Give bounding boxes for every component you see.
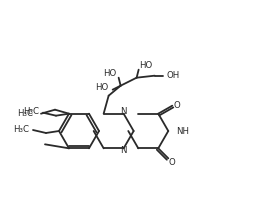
Text: H₃C: H₃C xyxy=(13,125,29,134)
Text: H₃C: H₃C xyxy=(17,109,33,118)
Text: HO: HO xyxy=(138,61,151,70)
Text: N: N xyxy=(120,146,126,155)
Text: H₃C: H₃C xyxy=(23,107,39,116)
Text: HO: HO xyxy=(103,69,116,78)
Text: HO: HO xyxy=(95,83,108,92)
Text: OH: OH xyxy=(166,71,179,80)
Text: NH: NH xyxy=(176,126,188,136)
Text: O: O xyxy=(168,158,175,167)
Text: N: N xyxy=(120,107,126,116)
Text: O: O xyxy=(173,101,180,110)
